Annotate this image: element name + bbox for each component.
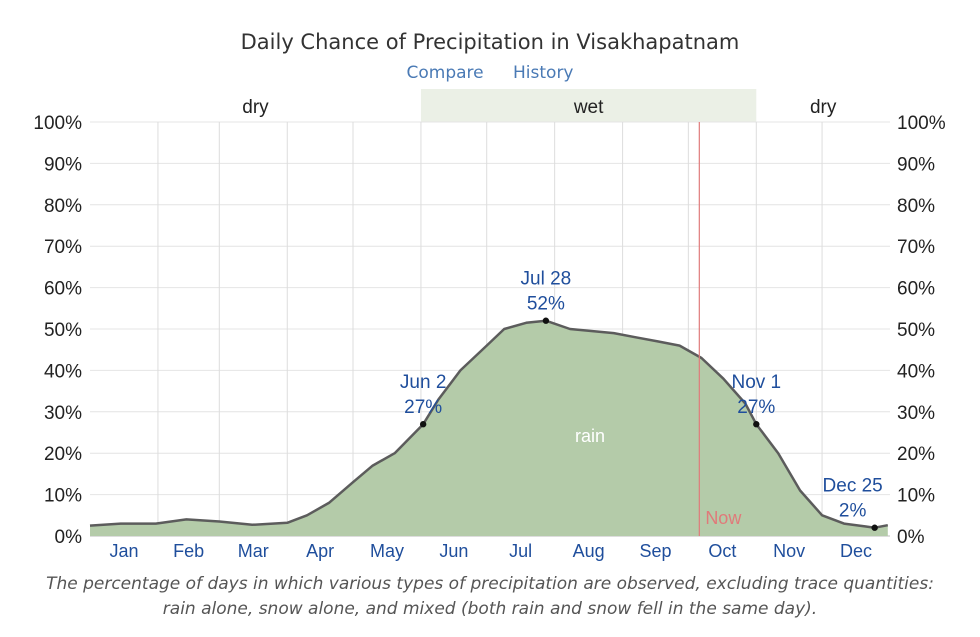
month-label-mar: Mar (238, 541, 269, 561)
y-tick-label-right: 0% (897, 527, 925, 548)
y-tick-label-right: 60% (897, 279, 935, 300)
season-label-dry: dry (242, 97, 269, 118)
month-label-apr: Apr (306, 541, 334, 561)
month-label-nov: Nov (773, 541, 805, 561)
annotation-date: Nov 1 (731, 372, 781, 393)
month-label-sep: Sep (639, 541, 671, 561)
axis-labels: 0% 0% 10% 10% 20% 20% 30% 30% 40% 40% 50% 50% 60% 60%… (33, 113, 945, 561)
annotation-value: 27% (404, 397, 442, 418)
compare-link[interactable]: Compare (406, 63, 484, 83)
month-label-jan: Jan (109, 541, 138, 561)
rain-area-label: rain (575, 426, 605, 446)
annotation-date: Jun 2 (400, 372, 446, 393)
y-tick-label-right: 40% (897, 361, 935, 382)
y-tick-label-left: 60% (44, 279, 82, 300)
chart-title: Daily Chance of Precipitation in Visakha… (240, 30, 740, 54)
y-tick-label-left: 50% (44, 320, 82, 341)
y-tick-label-right: 90% (897, 154, 935, 175)
month-label-dec: Dec (840, 541, 872, 561)
y-tick-label-right: 70% (897, 237, 935, 258)
y-tick-label-right: 80% (897, 196, 935, 217)
y-tick-label-left: 10% (44, 486, 82, 507)
y-tick-label-left: 40% (44, 361, 82, 382)
annotation-value: 27% (737, 397, 775, 418)
y-tick-label-left: 90% (44, 154, 82, 175)
month-label-oct: Oct (708, 541, 736, 561)
chart-caption: The percentage of days in which various … (46, 574, 934, 619)
precipitation-chart: dry wet dry 0% 0% 10% 10% 20% 20% 30% 30% 40% 40% 50… (33, 89, 946, 561)
rain-area-layer (89, 319, 889, 536)
season-label-wet: wet (573, 97, 604, 118)
y-tick-label-left: 20% (44, 444, 82, 465)
month-label-feb: Feb (173, 541, 204, 561)
season-band-wet (420, 89, 757, 122)
month-label-jun: Jun (439, 541, 468, 561)
y-tick-label-right: 100% (897, 113, 946, 134)
annotation-value: 52% (527, 294, 565, 315)
month-label-jul: Jul (509, 541, 532, 561)
chart-links: Compare History (0, 63, 980, 83)
annotation-point (419, 421, 427, 428)
annotation-point (542, 317, 550, 324)
now-label: Now (705, 508, 742, 528)
annotation-date: Dec 25 (823, 476, 883, 497)
y-tick-label-left: 80% (44, 196, 82, 217)
y-tick-label-right: 20% (897, 444, 935, 465)
month-label-may: May (370, 541, 404, 561)
month-label-aug: Aug (573, 541, 605, 561)
season-bands: dry wet dry (242, 89, 837, 122)
rain-curve-line (89, 319, 889, 529)
y-tick-label-left: 30% (44, 403, 82, 424)
y-tick-label-left: 0% (55, 527, 83, 548)
y-tick-label-right: 30% (897, 403, 935, 424)
annotation-point (753, 421, 760, 428)
y-tick-label-left: 70% (44, 237, 82, 258)
y-tick-label-right: 10% (897, 486, 935, 507)
season-label-dry: dry (810, 97, 837, 118)
history-link[interactable]: History (513, 63, 574, 83)
annotation-value: 2% (839, 501, 867, 522)
annotation-date: Jul 28 (521, 269, 572, 290)
rain-area (90, 320, 888, 536)
y-tick-label-right: 50% (897, 320, 935, 341)
annotation-point (871, 524, 878, 531)
annotations: rain Now Jun 2 27% Jul 28 52% Nov 1 27% Dec 25 2% (400, 122, 883, 536)
y-tick-label-left: 100% (33, 113, 82, 134)
